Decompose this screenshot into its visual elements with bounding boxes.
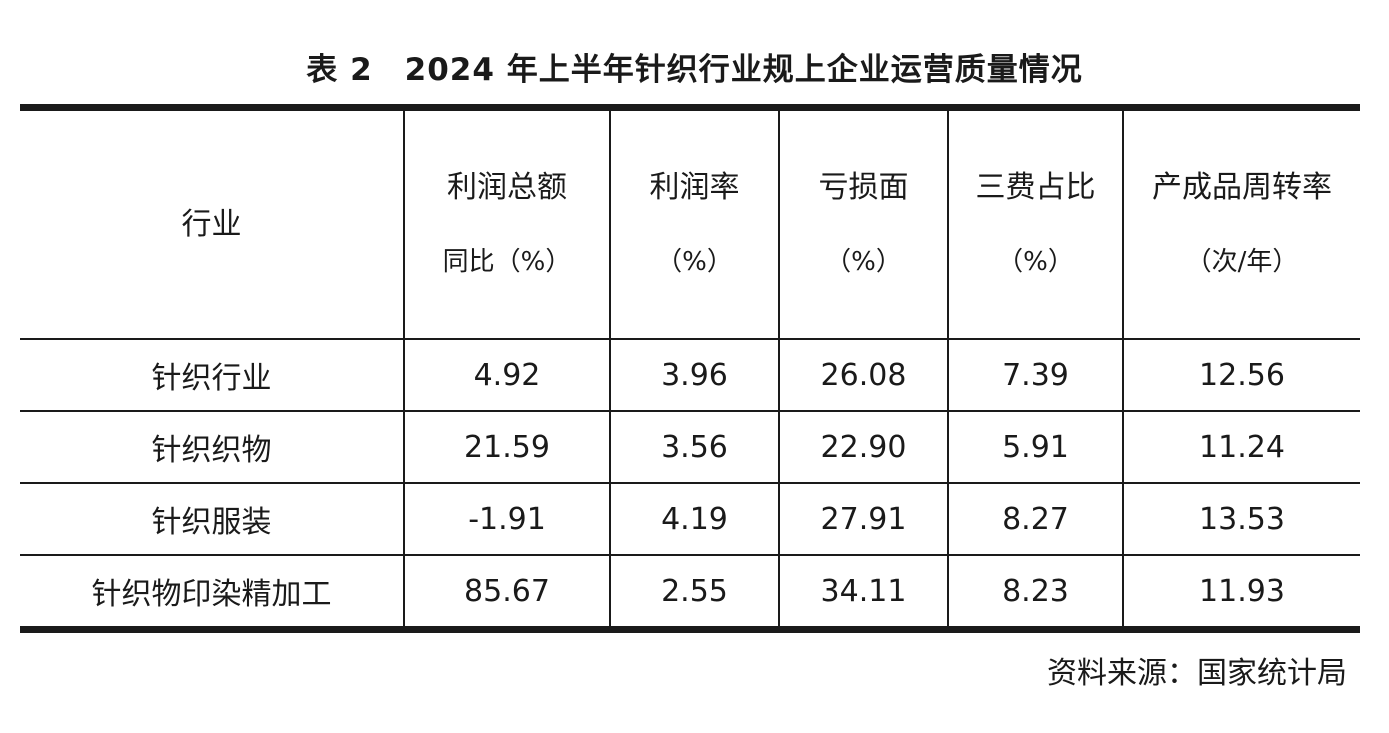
cell-loss-ratio: 22.90 bbox=[779, 411, 949, 484]
cell-expense-ratio: 7.39 bbox=[948, 339, 1124, 412]
table-row: 针织服装 -1.91 4.19 27.91 8.27 13.53 bbox=[20, 483, 1360, 556]
cell-profit-margin: 3.96 bbox=[610, 339, 780, 412]
cell-inventory-turnover: 11.93 bbox=[1199, 573, 1285, 609]
data-source-note: 资料来源：国家统计局 bbox=[1047, 656, 1347, 691]
cell-profit-yoy: 85.67 bbox=[404, 555, 611, 630]
operating-quality-table: 行业 利润总额 同比（%） 利润率 （%） 亏损面 （%） 三费占比 （%） 产… bbox=[20, 104, 1360, 633]
cell-loss-ratio: 27.91 bbox=[779, 483, 949, 556]
cell-profit-yoy: 21.59 bbox=[404, 411, 611, 484]
cell-expense-ratio: 8.23 bbox=[948, 555, 1124, 630]
cell-industry: 针织行业 bbox=[20, 339, 405, 412]
cell-inventory-turnover: 13.53 bbox=[1123, 483, 1360, 556]
cell-industry: 针织服装 bbox=[20, 483, 405, 556]
cell-profit-yoy: 4.92 bbox=[404, 339, 611, 412]
header-profit-yoy: 利润总额 同比（%） bbox=[404, 107, 611, 340]
cell-profit-margin: 3.56 bbox=[610, 411, 780, 484]
cell-industry: 针织物印染精加工 bbox=[20, 555, 405, 630]
header-industry: 行业 bbox=[20, 107, 405, 340]
cell-expense-ratio: 8.27 bbox=[948, 483, 1124, 556]
cell-loss-ratio: 34.11 bbox=[779, 555, 949, 630]
cell-profit-margin: 4.19 bbox=[610, 483, 780, 556]
header-expense-ratio: 三费占比 （%） bbox=[948, 107, 1124, 340]
header-inventory-turnover: 产成品周转率 （次/年） bbox=[1123, 107, 1360, 340]
cell-expense-ratio: 5.91 bbox=[948, 411, 1124, 484]
cell-profit-margin: 2.55 bbox=[610, 555, 780, 630]
table-row: 针织织物 21.59 3.56 22.90 5.91 11.24 bbox=[20, 411, 1360, 484]
table-row: 针织物印染精加工 85.67 2.55 34.11 8.23 11.93 bbox=[20, 555, 1360, 630]
cell-industry: 针织织物 bbox=[20, 411, 405, 484]
header-loss-ratio: 亏损面 （%） bbox=[779, 107, 949, 340]
table-title: 表 2 2024 年上半年针织行业规上企业运营质量情况 bbox=[306, 52, 1083, 88]
cell-inventory-turnover: 12.56 bbox=[1123, 339, 1360, 412]
cell-inventory-turnover: 11.24 bbox=[1123, 411, 1360, 484]
header-profit-margin: 利润率 （%） bbox=[610, 107, 780, 340]
table-header-row: 行业 利润总额 同比（%） 利润率 （%） 亏损面 （%） 三费占比 （%） 产… bbox=[20, 107, 1360, 340]
table-row: 针织行业 4.92 3.96 26.08 7.39 12.56 bbox=[20, 339, 1360, 412]
cell-profit-yoy: -1.91 bbox=[404, 483, 611, 556]
cell-loss-ratio: 26.08 bbox=[779, 339, 949, 412]
